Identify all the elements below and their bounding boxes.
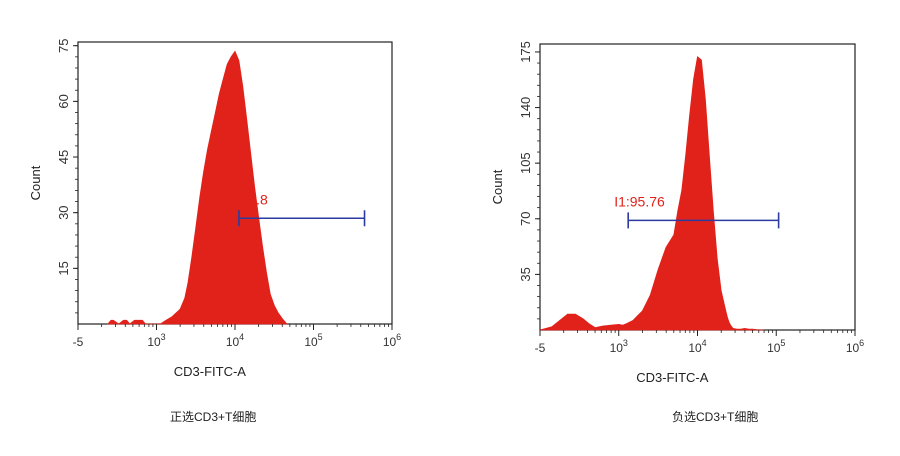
gate-label: I1:98.8 xyxy=(225,191,268,207)
y-tick-label: 105 xyxy=(518,152,533,174)
x-tick-label: 104 xyxy=(688,338,706,355)
histogram-area xyxy=(539,55,765,331)
chart-caption-right: 负选CD3+T细胞 xyxy=(672,410,759,424)
x-tick-label: 106 xyxy=(846,338,864,355)
y-tick-label: 75 xyxy=(56,38,71,52)
x-tick-label: -5 xyxy=(535,341,546,355)
x-tick-label: 105 xyxy=(304,332,322,349)
y-tick-label: 35 xyxy=(518,267,533,281)
y-tick-label: 45 xyxy=(56,150,71,164)
y-tick-label: 140 xyxy=(518,97,533,119)
y-tick-label: 15 xyxy=(56,261,71,275)
y-tick-label: 70 xyxy=(518,212,533,226)
x-axis-title: CD3-FITC-A xyxy=(636,370,709,385)
y-tick-label: 30 xyxy=(56,205,71,219)
x-tick-label: 103 xyxy=(610,338,628,355)
x-tick-label: -5 xyxy=(73,335,84,349)
y-axis-title: Count xyxy=(28,165,43,200)
x-axis-title: CD3-FITC-A xyxy=(174,364,247,379)
y-tick-label: 60 xyxy=(56,94,71,108)
histogram-panel-right: 35 70 105 140 175 -5 103 104 105 106 Count CD3-FITC… xyxy=(450,0,900,456)
chart-caption-left: 正选CD3+T细胞 xyxy=(170,410,257,424)
histogram-panel-left: 15 30 45 60 75 -5 103 104 105 106 Count CD3-FITC-A I… xyxy=(28,38,401,424)
x-tick-label: 104 xyxy=(226,332,244,349)
x-tick-label: 103 xyxy=(147,332,165,349)
y-tick-label: 175 xyxy=(518,41,533,63)
histogram-chart-right: 35 70 105 140 175 -5 103 104 105 106 Count CD3-FITC… xyxy=(490,41,864,385)
x-tick-label: 105 xyxy=(767,338,785,355)
histogram-chart-left: 15 30 45 60 75 -5 103 104 105 106 Count CD3-FITC-A I… xyxy=(28,38,401,379)
y-axis-title: Count xyxy=(490,169,505,204)
x-tick-label: 106 xyxy=(383,332,401,349)
histogram-area xyxy=(106,50,288,325)
gate-label: I1:95.76 xyxy=(614,193,665,209)
